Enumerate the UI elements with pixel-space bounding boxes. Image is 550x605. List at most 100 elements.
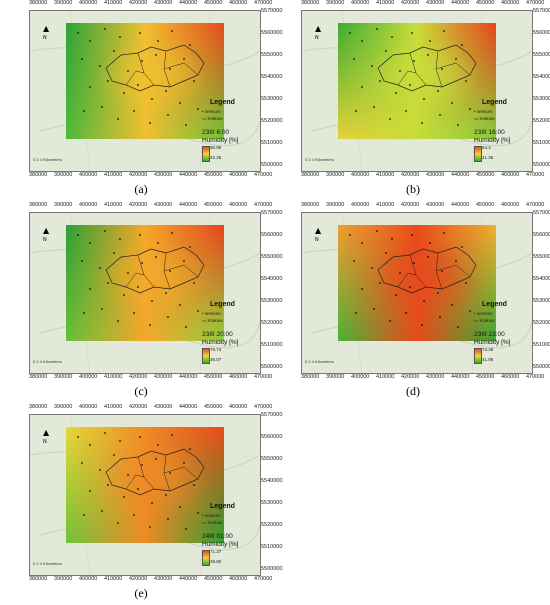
humidity-label: Humidity [%] [474, 339, 511, 346]
sensor-dot [183, 260, 185, 262]
x-tick-top: 430000 [154, 0, 173, 6]
humidity-surface [338, 23, 496, 139]
sensor-dot [349, 32, 351, 34]
x-tick-top: 460000 [229, 404, 248, 410]
sensor-dot [193, 282, 195, 284]
x-tick-top: 440000 [179, 202, 198, 208]
sensor-dot [169, 68, 171, 70]
x-tick-top: 410000 [104, 404, 123, 410]
x-tick-top: 400000 [79, 404, 98, 410]
north-arrow-icon: ▲ N [43, 24, 50, 42]
sensor-dot [399, 272, 401, 274]
y-tick: 5550000 [261, 254, 283, 260]
x-tick-bottom: 450000 [476, 374, 495, 380]
sensor-dot [439, 114, 441, 116]
x-tick-top: 420000 [129, 404, 148, 410]
sensor-dot [405, 312, 407, 314]
sensor-dot [107, 80, 109, 82]
x-tick-top: 450000 [476, 0, 495, 6]
sensor-dot [183, 58, 185, 60]
x-tick-bottom: 400000 [79, 172, 98, 178]
y-tick: 5510000 [261, 342, 283, 348]
y-tick: 5500000 [261, 162, 283, 168]
sensor-dot [385, 252, 387, 254]
legend: Legend • sensors ▭ Krakow 23III 23:00 Hu… [472, 301, 530, 373]
humidity-min: 42.26 [210, 155, 222, 160]
y-tick: 5520000 [261, 118, 283, 124]
color-ramp [474, 348, 482, 364]
sensor-dot [133, 514, 135, 516]
map-frame: ▲ N 0 2 4 Kilometers Legend • sensors ▭ K… [301, 212, 533, 374]
color-ramp [202, 348, 210, 364]
y-tick: 5540000 [261, 478, 283, 484]
sensor-dot [361, 288, 363, 290]
humidity-min: 36.07 [210, 357, 222, 362]
sensor-dot [465, 80, 467, 82]
sensor-dot [441, 270, 443, 272]
x-tick-bottom: 470000 [254, 576, 273, 582]
x-tick-bottom: 460000 [229, 172, 248, 178]
sensor-dot [197, 310, 199, 312]
sensor-dot [465, 282, 467, 284]
sensor-dot [77, 436, 79, 438]
y-tick: 5560000 [533, 232, 550, 238]
sensor-dot [179, 304, 181, 306]
legend-title: Legend [210, 99, 235, 106]
x-tick-bottom: 420000 [129, 576, 148, 582]
sensor-dot [395, 294, 397, 296]
sensor-dot [427, 54, 429, 56]
x-tick-top: 410000 [104, 0, 123, 6]
x-tick-top: 440000 [451, 202, 470, 208]
sensor-dot [391, 238, 393, 240]
sensor-dot [399, 70, 401, 72]
sensor-dot [151, 502, 153, 504]
x-tick-top: 380000 [29, 404, 48, 410]
sensor-dot [167, 518, 169, 520]
x-tick-bottom: 410000 [104, 374, 123, 380]
sensor-dot [389, 118, 391, 120]
sensor-dot [451, 304, 453, 306]
x-tick-bottom: 420000 [129, 172, 148, 178]
map-panel: 380000 390000 400000 410000 420000 430000 4400… [10, 0, 282, 198]
x-tick-top: 430000 [426, 0, 445, 6]
map-frame: ▲ N 0 2 4 Kilometers Legend • sensors ▭ K… [29, 10, 261, 172]
sensor-dot [197, 512, 199, 514]
sensor-dot [83, 110, 85, 112]
panel-caption: (e) [134, 586, 148, 600]
x-tick-bottom: 440000 [179, 172, 198, 178]
y-tick: 5550000 [261, 52, 283, 58]
y-tick: 5530000 [261, 96, 283, 102]
x-tick-bottom: 440000 [179, 374, 198, 380]
sensor-dot [457, 124, 459, 126]
scale-bar-label: 0 2 4 Kilometers [305, 359, 334, 364]
y-tick: 5560000 [261, 434, 283, 440]
x-tick-top: 430000 [154, 202, 173, 208]
x-tick-bottom: 450000 [204, 172, 223, 178]
sensor-dot [133, 312, 135, 314]
color-ramp [202, 550, 210, 566]
sensor-dot [141, 464, 143, 466]
y-tick: 5550000 [261, 456, 283, 462]
sensor-dot [77, 234, 79, 236]
x-tick-top: 400000 [351, 0, 370, 6]
x-tick-bottom: 430000 [154, 374, 173, 380]
x-tick-bottom: 380000 [29, 576, 48, 582]
sensor-dot [461, 246, 463, 248]
x-tick-bottom: 460000 [229, 374, 248, 380]
humidity-label: Humidity [%] [202, 541, 239, 548]
sensor-dot [113, 252, 115, 254]
x-tick-bottom: 380000 [301, 374, 320, 380]
x-tick-bottom: 380000 [29, 172, 48, 178]
y-tick: 5560000 [261, 30, 283, 36]
x-tick-bottom: 400000 [79, 374, 98, 380]
humidity-max: 64.4 [482, 145, 491, 150]
time-label: 23III 16:00 [474, 129, 505, 136]
sensor-dot [149, 122, 151, 124]
x-tick-top: 470000 [254, 404, 273, 410]
sensor-dot [193, 80, 195, 82]
sensor-dot [169, 472, 171, 474]
sensor-dot [139, 32, 141, 34]
y-tick: 5570000 [533, 8, 550, 14]
y-tick: 5530000 [533, 96, 550, 102]
map-frame: ▲ N 0 2 4 Kilometers Legend • sensors ▭ K… [301, 10, 533, 172]
